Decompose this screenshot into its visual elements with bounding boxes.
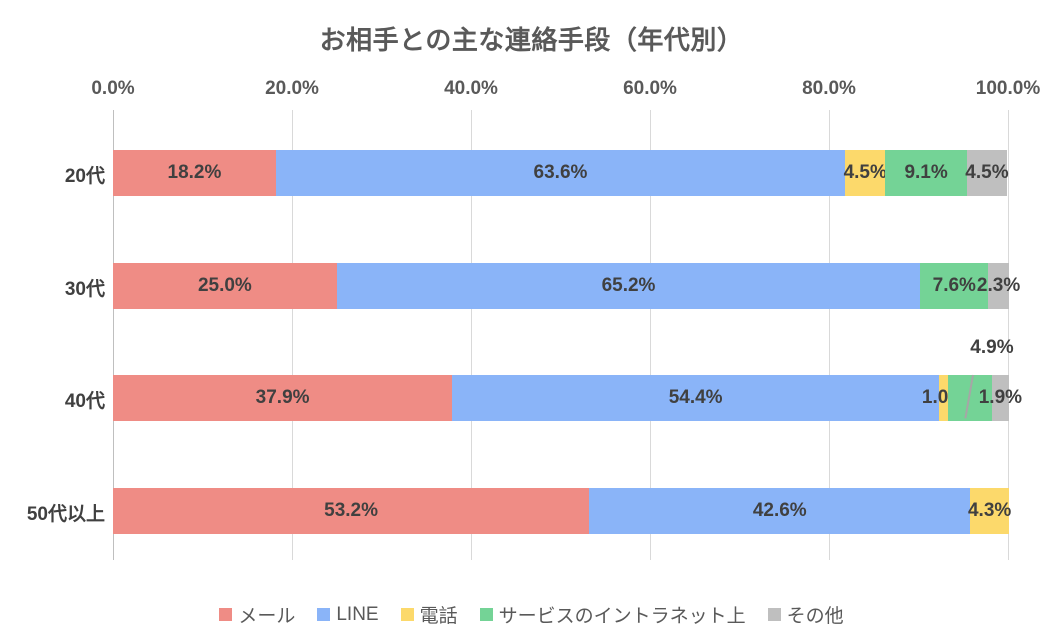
bar-segment[interactable]: 4.5% bbox=[843, 150, 887, 197]
plot-area: 18.2% 63.6% 4.5% 9.1% 4.5% 25.0% 65.2% 7.6% 2.3%… bbox=[113, 110, 1022, 560]
gridline bbox=[471, 110, 472, 560]
bar-segment[interactable]: 1.9% bbox=[979, 375, 1022, 422]
x-axis-tick-labels: 0.0% 20.0% 40.0% 60.0% 80.0% 100.0% bbox=[0, 78, 1063, 102]
gridline bbox=[292, 110, 293, 560]
gridline bbox=[829, 110, 830, 560]
category-label: 30代 bbox=[64, 278, 105, 300]
chart-legend: メール LINE 電話 サービスのイントラネット上 その他 bbox=[0, 601, 1063, 628]
bar-segment-label: 4.3% bbox=[967, 499, 1012, 521]
category-label: 20代 bbox=[64, 166, 105, 188]
bar-segment-label: 54.4% bbox=[668, 387, 723, 409]
value-axis-line bbox=[113, 110, 114, 560]
bar-segment[interactable]: 1.0% bbox=[922, 375, 965, 422]
x-tick-label: 100.0% bbox=[975, 78, 1041, 99]
x-tick-label: 40.0% bbox=[444, 78, 498, 99]
bar-segment[interactable]: 18.2% bbox=[113, 150, 276, 197]
legend-label: 電話 bbox=[419, 606, 458, 627]
bar-segment[interactable]: 63.6% bbox=[275, 150, 846, 197]
category-label: 40代 bbox=[64, 391, 105, 413]
bar-segment[interactable]: 37.9% bbox=[113, 375, 453, 422]
bar-segment[interactable]: 53.2% bbox=[113, 487, 590, 534]
category-axis-labels: 20代 30代 40代 50代以上 bbox=[0, 110, 105, 560]
bar-segment-label: 37.9% bbox=[255, 387, 310, 409]
bar-segment[interactable]: 4.3% bbox=[967, 487, 1012, 534]
gridline bbox=[650, 110, 651, 560]
x-tick-label: 80.0% bbox=[802, 78, 856, 99]
bar-segment[interactable]: 54.4% bbox=[452, 375, 940, 422]
bar-row: 37.9% 54.4% 1.0% 1.9% 4.9% bbox=[113, 337, 1022, 422]
legend-label: その他 bbox=[786, 606, 844, 627]
bar-segment-label: 65.2% bbox=[601, 274, 656, 296]
x-tick-label: 60.0% bbox=[623, 78, 677, 99]
bar-segment-label: 4.5% bbox=[843, 162, 887, 184]
bar-segment-label: 9.1% bbox=[904, 162, 948, 184]
bar-row: 18.2% 63.6% 4.5% 9.1% 4.5% bbox=[113, 150, 1009, 197]
bar-segment[interactable]: 4.5% bbox=[965, 150, 1009, 197]
bar-segment-label: 25.0% bbox=[197, 274, 252, 296]
legend-label: LINE bbox=[336, 603, 379, 625]
bar-segment-label: 7.6% bbox=[932, 274, 976, 296]
chart-title: お相手との主な連絡手段（年代別） bbox=[319, 25, 744, 55]
bar-segment-label: 42.6% bbox=[752, 499, 807, 521]
bar-row: 53.2% 42.6% 4.3% bbox=[113, 487, 1012, 534]
bar-segment-label: 2.3% bbox=[976, 274, 1021, 296]
legend-swatch-icon bbox=[479, 608, 493, 621]
bar-segment-label: 4.5% bbox=[965, 162, 1009, 184]
bar-segment-label: 18.2% bbox=[167, 162, 222, 184]
x-tick-label: 0.0% bbox=[91, 78, 135, 99]
gridline bbox=[1008, 110, 1009, 560]
category-label: 50代以上 bbox=[26, 503, 105, 525]
bar-segment[interactable]: 65.2% bbox=[336, 262, 921, 309]
legend-item[interactable]: その他 bbox=[767, 601, 844, 628]
bar-segment-label: 63.6% bbox=[533, 162, 588, 184]
x-tick-label: 20.0% bbox=[265, 78, 319, 99]
legend-swatch-icon bbox=[767, 608, 781, 621]
legend-item[interactable]: LINE bbox=[317, 603, 379, 626]
legend-label: メール bbox=[238, 606, 296, 627]
legend-swatch-icon bbox=[317, 608, 331, 621]
bar-segment-label: 1.9% bbox=[978, 387, 1023, 409]
bar-segment[interactable]: 9.1% bbox=[885, 150, 967, 197]
legend-swatch-icon bbox=[400, 608, 414, 621]
bar-segment[interactable]: 2.3% bbox=[977, 262, 1020, 309]
bar-segment[interactable]: 25.0% bbox=[113, 262, 337, 309]
legend-item[interactable]: サービスのイントラネット上 bbox=[479, 601, 746, 628]
bar-segment-callout-label: 4.9% bbox=[970, 337, 1014, 359]
bar-row: 25.0% 65.2% 7.6% 2.3% bbox=[113, 262, 1020, 309]
bar-segment[interactable]: 42.6% bbox=[589, 487, 971, 534]
bar-segment[interactable]: 7.6% bbox=[920, 262, 989, 309]
legend-item[interactable]: 電話 bbox=[400, 601, 458, 628]
bar-segment-label: 53.2% bbox=[324, 499, 378, 521]
legend-swatch-icon bbox=[219, 608, 233, 621]
legend-item[interactable]: メール bbox=[219, 601, 295, 628]
legend-label: サービスのイントラネット上 bbox=[498, 606, 746, 627]
